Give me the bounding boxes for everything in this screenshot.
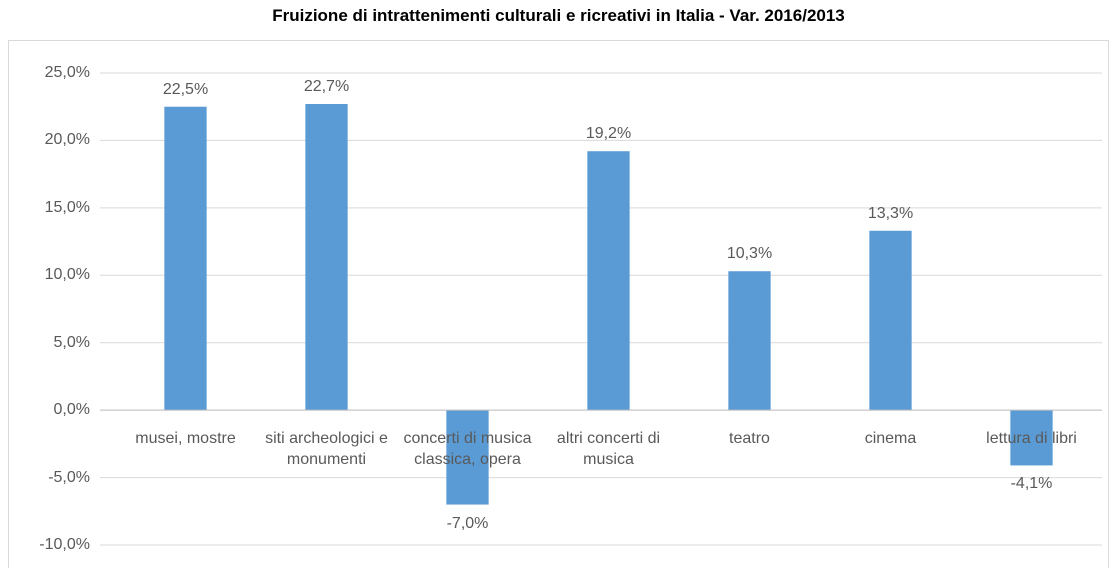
value-label: 19,2% bbox=[585, 125, 632, 143]
x-tick-label: siti archeologici e monumenti bbox=[265, 430, 388, 469]
x-tick-label: cinema bbox=[864, 430, 917, 448]
bar bbox=[164, 106, 207, 411]
y-tick-label: 5,0% bbox=[53, 333, 90, 351]
value-label: 10,3% bbox=[726, 245, 773, 263]
x-tick-label: teatro bbox=[729, 430, 770, 448]
value-label: -4,1% bbox=[1010, 475, 1053, 493]
bar bbox=[728, 271, 771, 411]
bar bbox=[305, 104, 348, 411]
x-tick-label: concerti di musica classica, opera bbox=[403, 430, 532, 469]
bar bbox=[446, 410, 489, 505]
value-label: 22,5% bbox=[162, 80, 209, 98]
y-tick-label: 10,0% bbox=[44, 266, 90, 284]
value-label: 22,7% bbox=[303, 78, 350, 96]
y-tick-label: -10,0% bbox=[39, 536, 90, 553]
y-tick-label: 0,0% bbox=[53, 401, 90, 419]
x-tick-label: lettura di libri bbox=[986, 430, 1077, 448]
bar bbox=[869, 230, 912, 411]
value-label: -7,0% bbox=[446, 514, 489, 532]
chart-border bbox=[8, 40, 1109, 568]
x-tick-label: musei, mostre bbox=[135, 430, 236, 448]
value-label: 13,3% bbox=[867, 204, 914, 222]
chart-title: Fruizione di intrattenimenti culturali e… bbox=[272, 6, 845, 25]
y-tick-label: 20,0% bbox=[44, 131, 90, 149]
y-tick-label: 15,0% bbox=[44, 198, 90, 216]
y-tick-label: -5,0% bbox=[48, 468, 90, 486]
x-tick-label: altri concerti di musica bbox=[556, 430, 661, 469]
bar bbox=[587, 151, 630, 411]
y-tick-label: 25,0% bbox=[44, 64, 90, 81]
bar bbox=[1010, 410, 1053, 466]
